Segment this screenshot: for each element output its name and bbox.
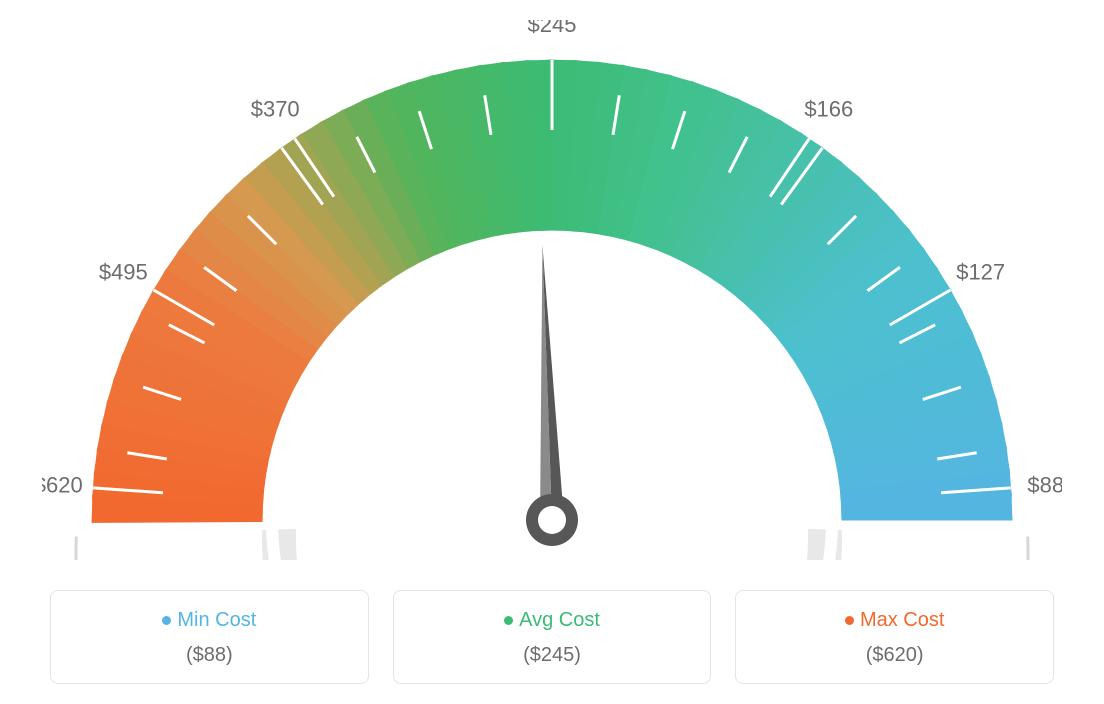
legend-label: Max Cost (860, 609, 944, 631)
legend-row: Min Cost ($88) Avg Cost ($245) Max Cost ($620… (20, 590, 1084, 684)
legend-title: Max Cost (746, 609, 1043, 632)
gauge-tick-label: $166 (804, 97, 853, 122)
legend-dot-icon (845, 616, 854, 625)
cost-gauge-chart: $88 $127 $166 $245 $370 $495 $620 (42, 20, 1062, 560)
gauge-tick-label: $88 (1027, 472, 1062, 497)
legend-label: Avg Cost (519, 609, 600, 631)
legend-dot-icon (504, 616, 513, 625)
gauge-container: $88 $127 $166 $245 $370 $495 $620 (20, 20, 1084, 560)
gauge-tick-label: $620 (42, 472, 83, 497)
gauge-tick-label: $495 (99, 260, 148, 285)
avg-cost-card: Avg Cost ($245) (393, 590, 712, 684)
gauge-tick-label: $245 (528, 20, 577, 37)
gauge-tick-label: $370 (251, 97, 300, 122)
legend-title: Avg Cost (404, 609, 701, 632)
legend-value: ($620) (746, 644, 1043, 667)
legend-dot-icon (162, 616, 171, 625)
gauge-needle (526, 245, 578, 546)
legend-title: Min Cost (61, 609, 358, 632)
legend-label: Min Cost (177, 609, 256, 631)
legend-value: ($88) (61, 644, 358, 667)
max-cost-card: Max Cost ($620) (735, 590, 1054, 684)
legend-value: ($245) (404, 644, 701, 667)
min-cost-card: Min Cost ($88) (50, 590, 369, 684)
gauge-tick-label: $127 (956, 260, 1005, 285)
